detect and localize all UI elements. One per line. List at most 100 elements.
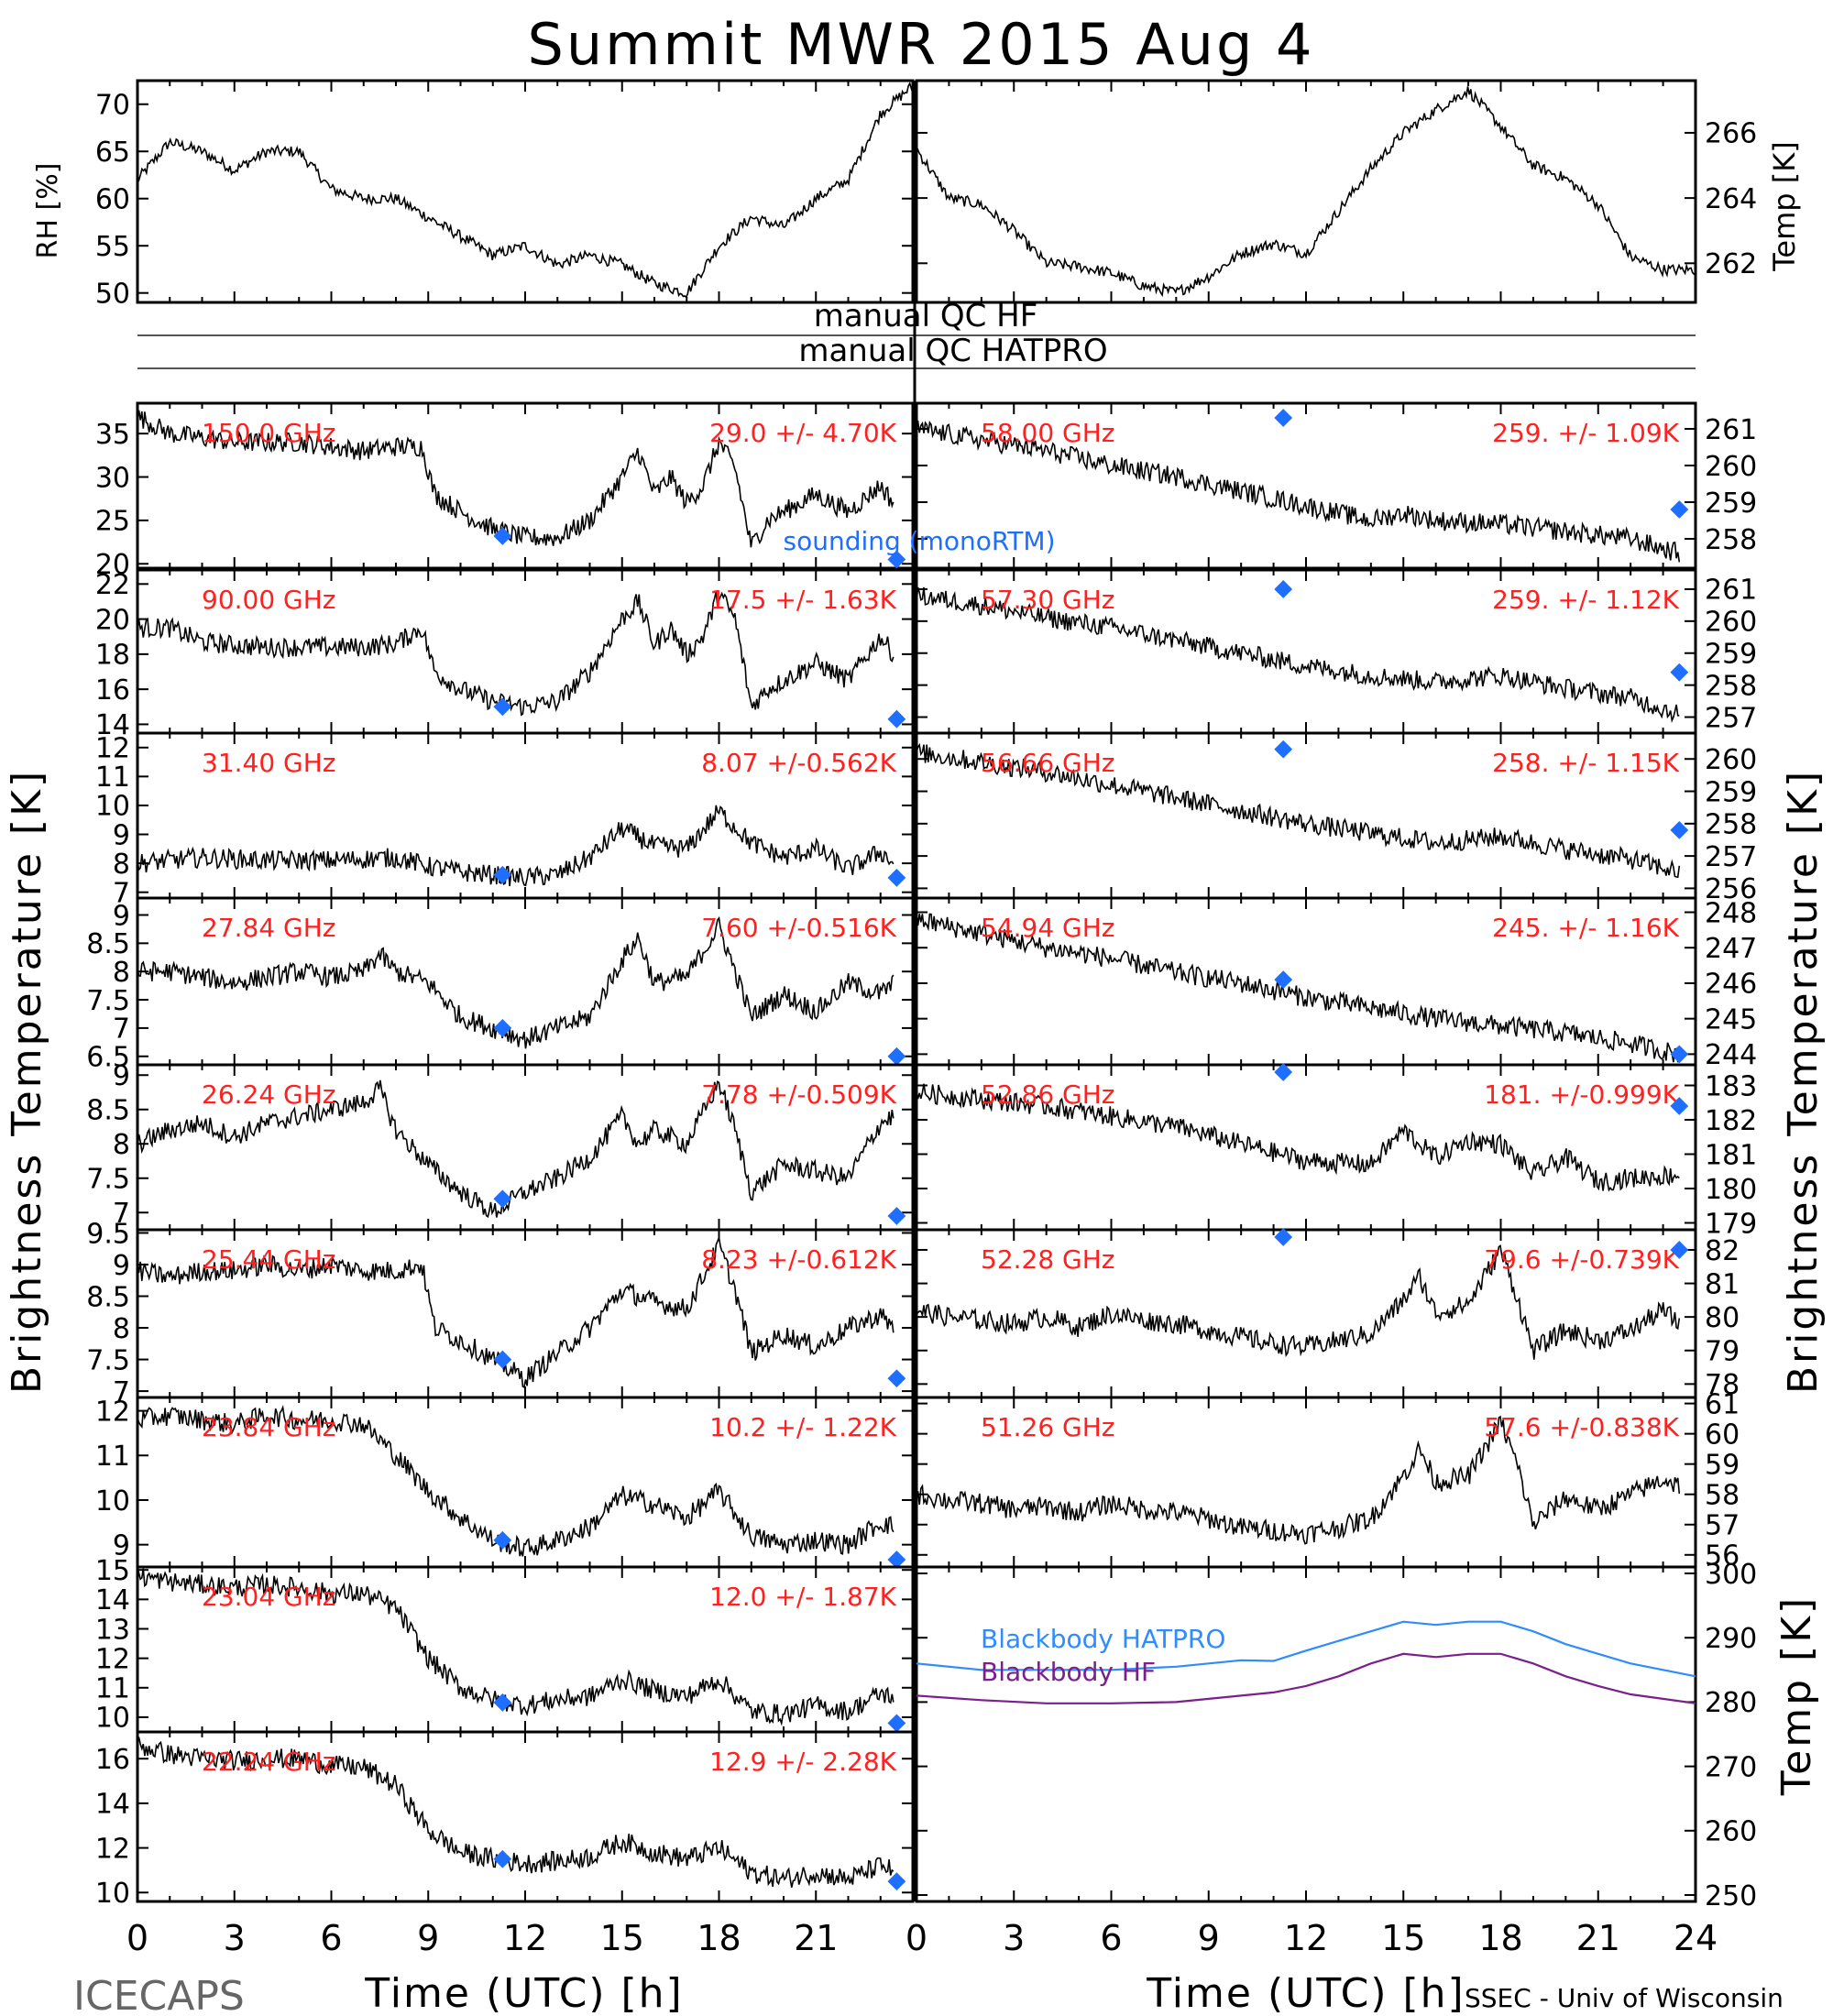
y-tick-label: 81 bbox=[1705, 1268, 1740, 1300]
channel-stats-label: 12.9 +/- 2.28K bbox=[709, 1747, 896, 1777]
y-tick-label: 82 bbox=[1705, 1235, 1740, 1267]
channel-trace bbox=[916, 1244, 1681, 1360]
x-axis-title-right: Time (UTC) [h] bbox=[1146, 1970, 1465, 2016]
y-tick-label: 261 bbox=[1705, 575, 1757, 607]
x-tick-label: 18 bbox=[1478, 1918, 1522, 1958]
x-tick-label: 18 bbox=[697, 1918, 741, 1958]
channel-freq-label: 31.40 GHz bbox=[202, 748, 336, 778]
y-tick-label: 25 bbox=[95, 506, 130, 538]
y-tick-label: 8 bbox=[113, 849, 130, 881]
channel-freq-label: 27.84 GHz bbox=[202, 913, 336, 943]
x-tick-label: 24 bbox=[1674, 1918, 1718, 1958]
channel-stats-label: 12.0 +/- 1.87K bbox=[709, 1582, 896, 1612]
y-tick-label: 12 bbox=[95, 1396, 130, 1428]
channel-freq-label: 56.66 GHz bbox=[981, 748, 1115, 778]
sounding-marker bbox=[1274, 1228, 1293, 1246]
y-tick-label: 15 bbox=[95, 1555, 130, 1587]
sounding-marker bbox=[887, 1207, 906, 1225]
sounding-marker bbox=[1274, 1063, 1293, 1081]
y-tick-label: 11 bbox=[95, 1441, 130, 1473]
y-tick-label: 22 bbox=[95, 569, 130, 601]
channel-stats-label: 7.78 +/-0.509K bbox=[701, 1079, 896, 1110]
sounding-marker bbox=[1274, 580, 1293, 598]
rh-axis-label: RH [%] bbox=[32, 163, 64, 259]
y-tick-label: 11 bbox=[95, 761, 130, 794]
y-tick-label: 256 bbox=[1705, 873, 1757, 905]
channel-freq-label: 23.84 GHz bbox=[202, 1412, 336, 1442]
y-tick-label: 57 bbox=[1705, 1510, 1740, 1542]
channel-freq-label: 150.0 GHz bbox=[202, 418, 336, 448]
sounding-marker bbox=[493, 1693, 512, 1712]
y-tick-label: 280 bbox=[1705, 1687, 1757, 1719]
x-tick-label: 21 bbox=[794, 1918, 838, 1958]
sounding-marker bbox=[493, 1530, 512, 1550]
y-tick-label: 8.5 bbox=[86, 928, 130, 960]
y-tick-label: 180 bbox=[1705, 1174, 1757, 1206]
channel-trace bbox=[916, 1083, 1680, 1192]
channel-stats-label: 57.6 +/-0.838K bbox=[1484, 1412, 1679, 1442]
y-tick-label: 79 bbox=[1705, 1336, 1740, 1368]
y-tick-label: 56 bbox=[1705, 1540, 1740, 1572]
channel-stats-label: 7.60 +/-0.516K bbox=[701, 913, 896, 943]
y-tick-label: 10 bbox=[95, 1485, 130, 1517]
blackbody-series-line bbox=[916, 1652, 1696, 1704]
channel-stats-label: 10.2 +/- 1.22K bbox=[709, 1412, 896, 1442]
channel-freq-label: 26.24 GHz bbox=[202, 1079, 336, 1110]
y-tick-label: 261 bbox=[1705, 414, 1757, 446]
sounding-marker bbox=[493, 1189, 512, 1209]
y-tick-label: 260 bbox=[1705, 1816, 1757, 1848]
channel-trace bbox=[137, 1568, 895, 1726]
y-tick-label: 290 bbox=[1705, 1623, 1757, 1655]
y-tick-label: 10 bbox=[95, 1878, 130, 1910]
sounding-marker bbox=[1274, 740, 1293, 759]
y-tick-label: 7.5 bbox=[86, 1344, 130, 1376]
sounding-marker bbox=[493, 1018, 512, 1037]
channel-freq-label: 58.00 GHz bbox=[981, 418, 1115, 448]
channel-stats-label: 8.23 +/-0.612K bbox=[701, 1244, 896, 1275]
x-tick-label: 3 bbox=[224, 1918, 246, 1958]
x-tick-label: 3 bbox=[1003, 1918, 1025, 1958]
y-tick-label: 10 bbox=[95, 791, 130, 823]
channel-stats-label: 79.6 +/-0.739K bbox=[1484, 1244, 1679, 1275]
sounding-marker bbox=[1670, 1045, 1689, 1064]
y-tick-label: 14 bbox=[95, 1584, 130, 1616]
y-tick-label: 11 bbox=[95, 1673, 130, 1705]
channel-stats-label: 17.5 +/- 1.63K bbox=[709, 585, 896, 615]
channel-freq-label: 57.30 GHz bbox=[981, 585, 1115, 615]
y-tick-label: 12 bbox=[95, 1833, 130, 1865]
y-tick-label: 246 bbox=[1705, 969, 1757, 1001]
channel-freq-label: 23.04 GHz bbox=[202, 1582, 336, 1612]
y-tick-label: 9 bbox=[113, 1529, 130, 1561]
sounding-marker bbox=[493, 865, 512, 884]
sounding-marker bbox=[887, 550, 906, 569]
sounding-marker bbox=[1670, 820, 1689, 839]
channel-trace bbox=[137, 915, 895, 1049]
y-tick-label: 9 bbox=[113, 900, 130, 932]
y-tick-label: 257 bbox=[1705, 841, 1757, 873]
y-tick-label: 248 bbox=[1705, 897, 1757, 929]
sounding-marker bbox=[887, 868, 906, 887]
y-tick-label: 266 bbox=[1705, 118, 1757, 150]
y-tick-label: 9 bbox=[113, 819, 130, 851]
y-tick-label: 257 bbox=[1705, 702, 1757, 734]
qc-hatpro-label: manual QC HATPRO bbox=[798, 333, 1107, 369]
y-tick-label: 16 bbox=[95, 674, 130, 707]
y-tick-label: 58 bbox=[1705, 1480, 1740, 1512]
x-tick-label: 0 bbox=[906, 1918, 927, 1958]
temp-trace bbox=[916, 86, 1696, 298]
x-tick-label: 9 bbox=[417, 1918, 439, 1958]
rh-panel-frame bbox=[136, 79, 915, 304]
channel-trace bbox=[916, 742, 1681, 879]
bb-temp-axis-label: Temp [K] bbox=[1773, 1595, 1820, 1796]
y-tick-label: 244 bbox=[1705, 1039, 1757, 1071]
y-tick-label: 259 bbox=[1705, 488, 1757, 520]
channel-freq-label: 25.44 GHz bbox=[202, 1244, 336, 1275]
y-tick-label: 35 bbox=[95, 419, 130, 451]
y-tick-label: 14 bbox=[95, 709, 130, 741]
sounding-marker bbox=[1670, 1097, 1689, 1115]
y-tick-label: 13 bbox=[95, 1614, 130, 1646]
x-axis-title-left: Time (UTC) [h] bbox=[364, 1970, 683, 2016]
y-tick-label: 50 bbox=[95, 279, 130, 311]
y-tick-label: 80 bbox=[1705, 1302, 1740, 1334]
